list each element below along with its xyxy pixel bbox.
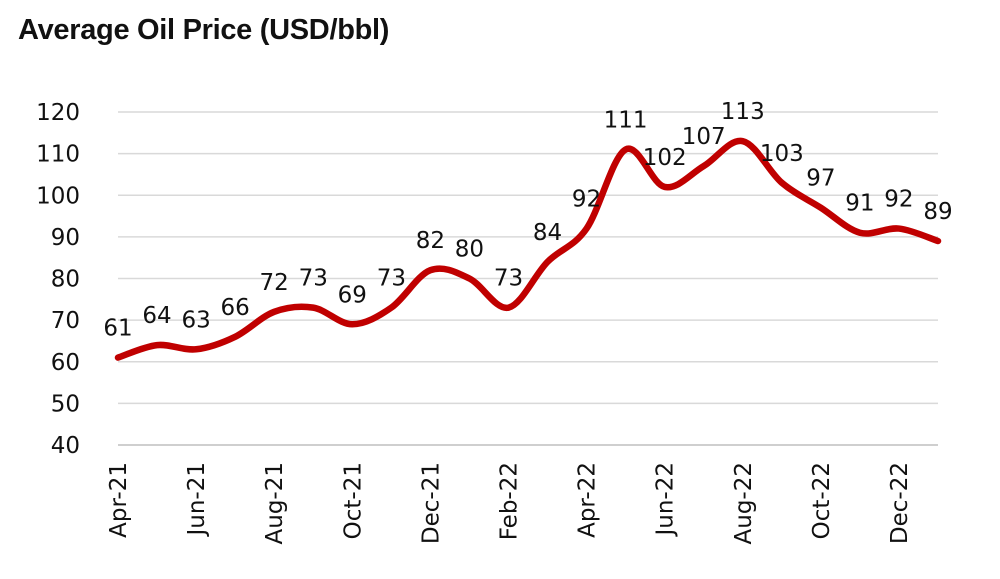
y-tick-label: 80 [51, 267, 80, 293]
chart-title: Average Oil Price (USD/bbl) [18, 14, 390, 46]
y-tick-labels: 40 50 60 70 80 90 100 110 120 [36, 100, 80, 459]
x-tick-label: Jun-22 [653, 462, 679, 538]
data-label: 73 [494, 266, 523, 292]
data-label: 111 [604, 107, 648, 133]
data-label: 97 [806, 166, 835, 192]
data-label: 69 [338, 282, 367, 308]
x-tick-label: Apr-21 [106, 462, 132, 538]
x-tick-label: Dec-21 [418, 462, 444, 544]
y-tick-label: 100 [36, 183, 80, 209]
y-tick-label: 120 [36, 100, 80, 126]
x-tick-label: Oct-22 [809, 462, 835, 539]
data-label: 82 [416, 228, 445, 254]
data-label: 91 [845, 191, 874, 217]
x-tick-label: Aug-21 [262, 462, 288, 544]
data-label: 73 [377, 266, 406, 292]
gridlines [118, 111, 938, 405]
series [114, 137, 942, 361]
x-tick-label: Dec-22 [887, 462, 913, 544]
data-label: 80 [455, 237, 484, 263]
y-tick-label: 50 [51, 391, 80, 417]
data-label: 92 [572, 187, 601, 213]
y-tick-label: 90 [51, 225, 80, 251]
y-tick-label: 70 [51, 308, 80, 334]
data-label: 66 [221, 295, 250, 321]
data-label: 89 [923, 199, 952, 225]
data-label: 92 [884, 187, 913, 213]
data-label: 73 [299, 266, 328, 292]
data-label: 61 [103, 316, 132, 342]
x-tick-label: Oct-21 [340, 462, 366, 539]
x-tick-label: Aug-22 [731, 462, 757, 544]
data-label: 72 [260, 270, 289, 296]
y-tick-label: 40 [51, 433, 80, 459]
y-tick-label: 110 [36, 142, 80, 168]
data-label: 84 [533, 220, 562, 246]
data-label: 64 [142, 303, 171, 329]
data-label: 107 [682, 124, 726, 150]
data-label: 63 [181, 307, 210, 333]
x-tick-label: Apr-22 [575, 462, 601, 538]
data-label: 113 [721, 99, 765, 125]
x-tick-label: Jun-21 [184, 462, 210, 538]
data-label: 102 [643, 145, 687, 171]
y-tick-label: 60 [51, 350, 80, 376]
x-tick-labels: Apr-21 Jun-21 Aug-21 Oct-21 Dec-21 Feb-22 Apr-… [106, 462, 913, 544]
x-tick-label: Feb-22 [496, 462, 522, 540]
series-line-average-oil-price [114, 137, 942, 361]
data-label: 103 [760, 141, 804, 167]
